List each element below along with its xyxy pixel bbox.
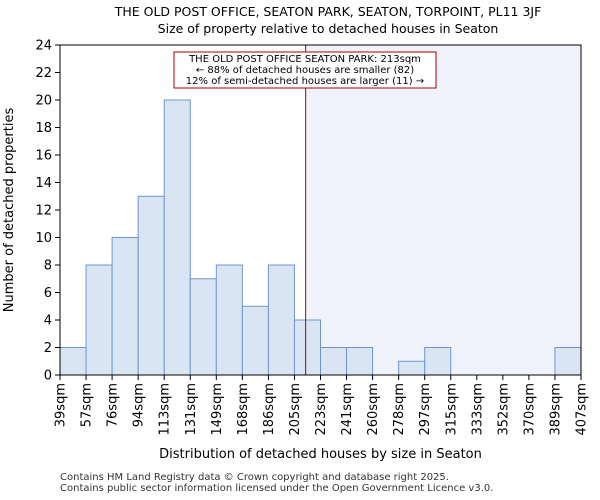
y-tick-label: 12 — [35, 204, 52, 219]
x-tick-label: 94sqm — [132, 383, 147, 427]
annotation-line-3: 12% of semi-detached houses are larger (… — [186, 76, 424, 87]
x-tick-label: 241sqm — [340, 383, 355, 436]
y-tick-label: 6 — [44, 286, 52, 301]
x-tick-label: 407sqm — [575, 383, 590, 436]
bar-57sqm — [85, 264, 113, 376]
bar-297sqm — [424, 347, 452, 376]
larger-region-shading — [305, 45, 581, 375]
x-tick-label: 186sqm — [262, 383, 277, 436]
x-tick-label: 315sqm — [444, 383, 459, 436]
chart-title: THE OLD POST OFFICE, SEATON PARK, SEATON… — [114, 4, 542, 19]
annotation-line-2: ← 88% of detached houses are smaller (82… — [196, 65, 414, 76]
y-tick-label: 22 — [35, 66, 52, 81]
x-tick-label: 168sqm — [236, 383, 251, 436]
y-tick-label: 0 — [44, 369, 52, 384]
x-tick-label: 260sqm — [366, 383, 381, 436]
annotation-frame — [173, 51, 437, 89]
x-tick-label: 297sqm — [418, 383, 433, 436]
footer-line-1: Contains HM Land Registry data © Crown c… — [60, 472, 449, 483]
chart-subtitle: Size of property relative to detached ho… — [158, 21, 499, 36]
y-tick-label: 2 — [44, 341, 52, 356]
annotation-box: THE OLD POST OFFICE SEATON PARK: 213sqm … — [173, 51, 437, 89]
x-tick-label: 223sqm — [314, 383, 329, 436]
y-tick-label: 16 — [35, 149, 52, 164]
bar-389sqm — [554, 347, 582, 376]
x-tick-label: 352sqm — [496, 383, 511, 436]
x-tick-label: 149sqm — [210, 383, 225, 436]
y-tick-label: 20 — [35, 94, 52, 109]
bars-group — [59, 99, 582, 376]
annotation-line-1: THE OLD POST OFFICE SEATON PARK: 213sqm — [188, 54, 421, 65]
bar-113sqm — [163, 99, 191, 376]
x-tick-label: 205sqm — [288, 383, 303, 436]
x-tick-label: 39sqm — [54, 383, 69, 427]
x-tick-label: 57sqm — [80, 383, 95, 427]
y-tick-label: 18 — [35, 121, 52, 136]
bar-223sqm — [320, 347, 348, 376]
x-tick-label: 278sqm — [392, 383, 407, 436]
y-axis-label: Number of detached properties — [2, 108, 17, 313]
x-tick-label: 131sqm — [184, 383, 199, 436]
bar-39sqm — [59, 347, 87, 376]
bar-186sqm — [267, 264, 295, 376]
bar-149sqm — [215, 264, 243, 376]
y-tick-label: 8 — [44, 259, 52, 274]
x-axis-label: Distribution of detached houses by size … — [159, 447, 482, 462]
x-tick-label: 113sqm — [158, 383, 173, 436]
y-tick-label: 4 — [44, 314, 52, 329]
bar-241sqm — [346, 347, 374, 376]
footer-line-2: Contains public sector information licen… — [60, 483, 494, 494]
bar-278sqm — [398, 360, 426, 376]
bar-94sqm — [137, 195, 165, 376]
x-axis: 39sqm 57sqm 76sqm 94sqm 113sqm 131sqm 149sqm 16… — [54, 375, 590, 436]
bar-168sqm — [241, 305, 269, 376]
x-tick-label: 389sqm — [548, 383, 563, 436]
y-tick-label: 10 — [35, 231, 52, 246]
bar-205sqm — [293, 319, 322, 376]
bar-131sqm — [189, 278, 217, 376]
bar-76sqm — [111, 237, 139, 376]
x-tick-label: 333sqm — [470, 383, 485, 436]
x-tick-label: 370sqm — [522, 383, 537, 436]
x-tick-label: 76sqm — [106, 383, 121, 427]
y-tick-label: 14 — [35, 176, 52, 191]
y-tick-label: 24 — [35, 39, 52, 54]
